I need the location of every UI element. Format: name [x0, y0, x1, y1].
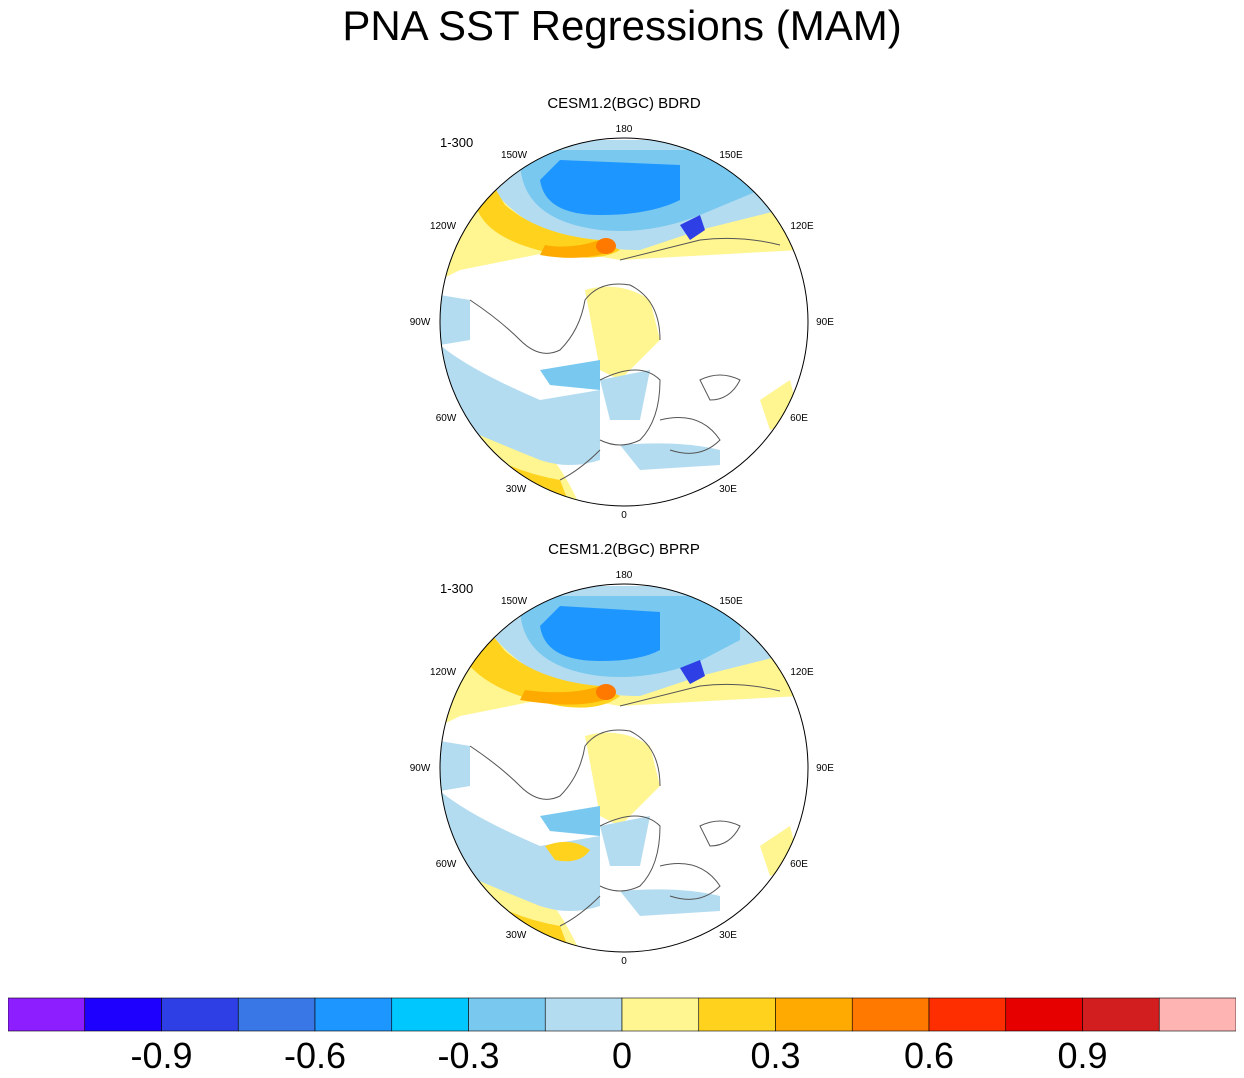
- lon-label: 180: [616, 570, 633, 581]
- lon-label: 30W: [506, 930, 527, 941]
- colorbar-swatch: [1082, 997, 1160, 1032]
- colorbar-swatch: [544, 997, 623, 1032]
- lon-label: 120W: [430, 667, 457, 678]
- lon-label: 60E: [790, 859, 808, 870]
- lon-label: 0: [621, 510, 627, 521]
- lon-label: 120W: [430, 221, 457, 232]
- colorbar-tick-label: 0.9: [1057, 1035, 1108, 1076]
- colorbar-swatch: [928, 997, 1007, 1032]
- panel-range-bprp: 1-300: [440, 581, 474, 596]
- lon-label: 60E: [790, 413, 808, 424]
- lon-label: 150W: [501, 150, 528, 161]
- colorbar-tick-label: -0.9: [130, 1035, 193, 1076]
- lon-label: 30E: [719, 930, 737, 941]
- lon-label: 90E: [816, 317, 834, 328]
- lon-label: 30W: [506, 484, 527, 495]
- panel-range-bdrd: 1-300: [440, 135, 474, 150]
- colorbar-swatch: [237, 997, 316, 1032]
- colorbar-swatch: [698, 997, 776, 1032]
- lon-label: 180: [616, 124, 633, 135]
- colorbar-swatch: [161, 997, 239, 1032]
- lon-labels-bdrd: 180 150W 150E 120W 120E 90W 90E 60W 60E …: [410, 124, 835, 521]
- lon-label: 60W: [436, 859, 457, 870]
- lon-label: 30E: [719, 484, 737, 495]
- lon-label: 0: [621, 956, 627, 967]
- maps-canvas: 180 150W 150E 120W 120E 90W 90E 60W 60E …: [410, 124, 835, 967]
- colorbar-tick-label: -0.6: [283, 1035, 347, 1076]
- lon-label: 150E: [719, 150, 743, 161]
- lon-label: 150E: [719, 596, 743, 607]
- colorbar-tick-label: 0.3: [750, 1035, 801, 1076]
- panel-title-bprp: CESM1.2(BGC) BPRP: [548, 541, 700, 558]
- figure-title: PNA SST Regressions (MAM): [342, 2, 902, 49]
- lon-label: 90W: [410, 763, 431, 774]
- colorbar-swatch: [851, 997, 930, 1032]
- lon-label: 60W: [436, 413, 457, 424]
- colorbar-swatch: [8, 997, 86, 1032]
- lon-label: 120E: [790, 667, 814, 678]
- colorbar-swatch: [775, 997, 853, 1032]
- lon-label: 150W: [501, 596, 528, 607]
- colorbar-swatch: [391, 997, 469, 1032]
- lon-label: 120E: [790, 221, 814, 232]
- lon-label: 90W: [410, 317, 431, 328]
- colorbar-swatch: [314, 997, 393, 1032]
- colorbar-swatch: [1005, 997, 1083, 1032]
- lon-label: 90E: [816, 763, 834, 774]
- colorbar: [8, 997, 1236, 1032]
- polar-map-bprp: [439, 583, 809, 953]
- colorbar-tick-label: -0.3: [437, 1035, 500, 1076]
- colorbar-tick-label: 0.6: [903, 1035, 955, 1076]
- lon-labels-bprp: 180 150W 150E 120W 120E 90W 90E 60W 60E …: [410, 570, 835, 967]
- colorbar-swatch: [468, 997, 546, 1032]
- panel-title-bdrd: CESM1.2(BGC) BDRD: [547, 95, 701, 112]
- colorbar-swatch: [1158, 997, 1236, 1032]
- polar-map-bdrd: [439, 137, 809, 507]
- colorbar-swatch: [84, 997, 162, 1032]
- colorbar-tick-label: 0: [611, 1035, 633, 1076]
- colorbar-swatch: [621, 997, 700, 1032]
